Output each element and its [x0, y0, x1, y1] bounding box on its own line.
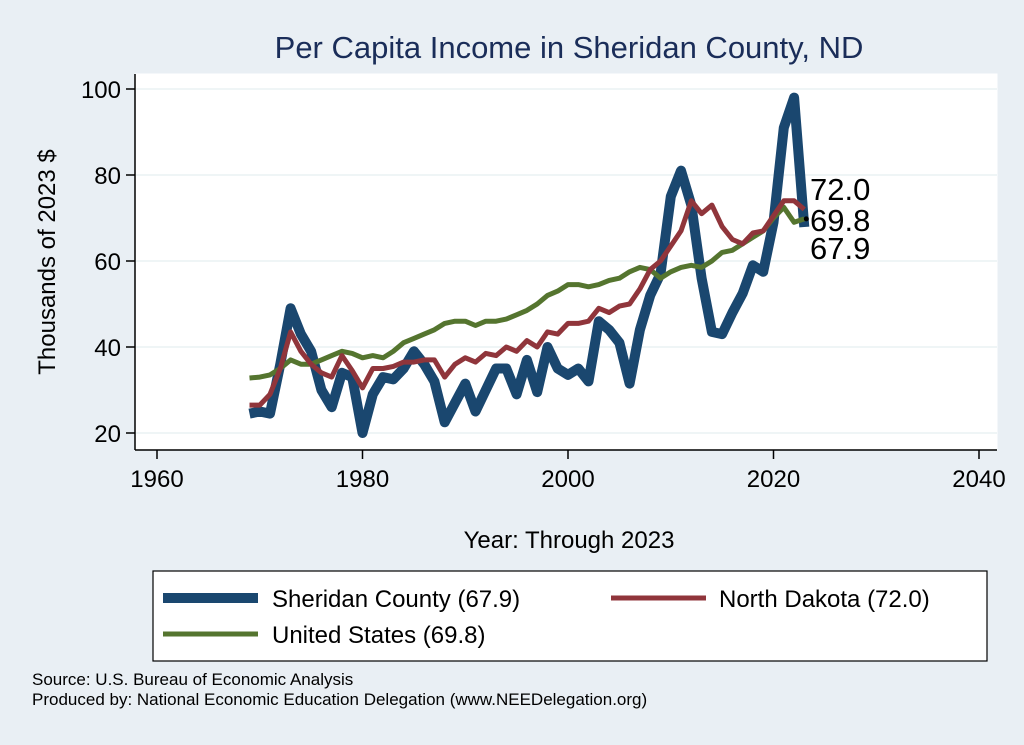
x-axis-ticks: 1960 1980 2000 2020 2040: [130, 450, 1006, 493]
y-axis-title: Thousands of 2023 $: [34, 149, 61, 375]
legend-label-sheridan-county: Sheridan County (67.9): [272, 586, 520, 613]
source-note: Source: U.S. Bureau of Economic Analysis: [32, 670, 354, 689]
chart-notes: Source: U.S. Bureau of Economic Analysis…: [32, 670, 647, 710]
x-tick-label: 1960: [130, 466, 183, 493]
y-axis-ticks: 20 40 60 80 100: [81, 77, 135, 448]
series-line-north-dakota: [249, 198, 806, 408]
chart-title: Per Capita Income in Sheridan County, ND: [275, 30, 864, 65]
legend-box: [152, 570, 988, 662]
y-tick-label: 60: [94, 249, 121, 276]
y-tick-label: 100: [81, 77, 121, 104]
legend-label-north-dakota: North Dakota (72.0): [719, 586, 930, 613]
end-label-north-dakota: 72.0: [810, 172, 870, 207]
x-tick-label: 2040: [952, 466, 1005, 493]
end-label-united-states: 69.8: [810, 203, 870, 238]
x-axis-title: Year: Through 2023: [464, 527, 675, 554]
producer-note: Produced by: National Economic Education…: [32, 690, 648, 709]
y-tick-label: 80: [94, 163, 121, 190]
series-line-sheridan-county: [248, 92, 810, 438]
series-line-united-states: [249, 204, 806, 381]
x-tick-label: 2020: [747, 466, 800, 493]
series-lines: [248, 92, 810, 438]
end-point-marker: [803, 216, 809, 222]
y-tick-label: 40: [94, 335, 121, 362]
x-tick-label: 2000: [541, 466, 594, 493]
y-tick-label: 20: [94, 421, 121, 448]
end-label-sheridan-county: 67.9: [810, 231, 870, 266]
x-tick-label: 1980: [336, 466, 389, 493]
legend-label-united-states: United States (69.8): [272, 622, 485, 649]
legend: Sheridan County (67.9) North Dakota (72.…: [152, 570, 988, 662]
